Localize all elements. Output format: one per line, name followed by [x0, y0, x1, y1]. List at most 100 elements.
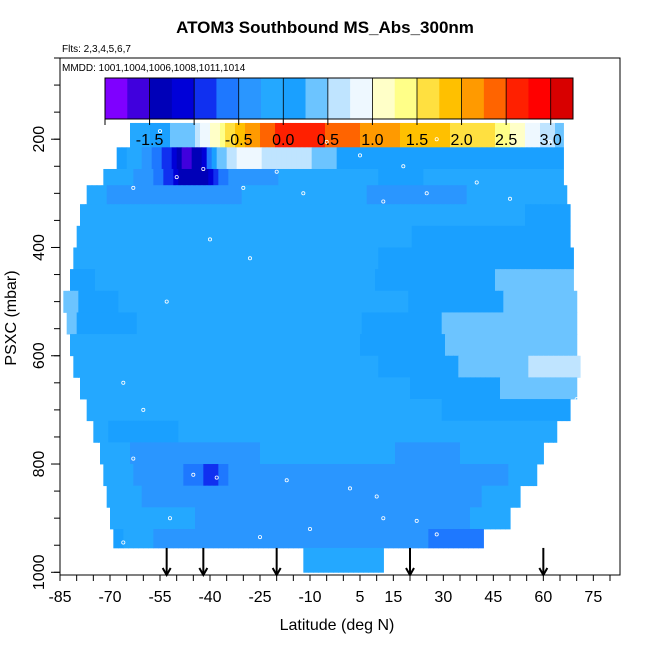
heat-cell [505, 122, 511, 148]
heat-cell [383, 168, 389, 186]
heat-cell [358, 290, 364, 313]
heat-cell [326, 147, 333, 170]
heat-cell [358, 547, 364, 573]
heat-cell [123, 247, 129, 270]
heat-cell [356, 147, 363, 170]
heat-cell [540, 334, 546, 357]
heat-cell [296, 485, 303, 508]
plot-frame [59, 57, 621, 576]
heat-cell [378, 420, 384, 443]
heat-cell [546, 312, 553, 335]
heat-cell [466, 485, 473, 508]
heat-cell [206, 185, 213, 205]
heat-cell [516, 312, 523, 335]
heat-cell [448, 168, 454, 186]
heat-cell [340, 204, 346, 227]
heat-cell [140, 122, 146, 148]
heat-cell [241, 185, 248, 205]
flight-marker [191, 472, 196, 477]
heat-cell [376, 399, 383, 422]
heat-cell [158, 168, 164, 186]
heat-cell [91, 399, 98, 422]
heat-cell [575, 377, 578, 400]
heat-cell [343, 547, 349, 573]
heat-cell [93, 290, 99, 313]
heat-cell [141, 399, 148, 422]
heat-cell [66, 312, 73, 335]
heat-cell [136, 147, 143, 170]
heat-cell [473, 355, 479, 378]
heat-cell [225, 334, 231, 357]
heat-cell [175, 377, 181, 400]
heat-cell [208, 355, 214, 378]
heat-cell [165, 269, 171, 292]
heat-cell [365, 122, 371, 148]
flight-marker [381, 199, 386, 204]
heat-cell [503, 290, 509, 313]
heat-cell [516, 147, 523, 170]
heat-cell [251, 312, 258, 335]
heat-cell [230, 204, 236, 227]
heat-cell [198, 247, 204, 270]
heat-cell [80, 334, 86, 357]
heat-cell [513, 247, 519, 270]
heat-cell [360, 122, 366, 148]
x-tick-label: 5 [356, 589, 365, 606]
heat-cell [320, 269, 326, 292]
heat-cell [376, 225, 383, 248]
heat-cell [328, 247, 334, 270]
heat-cell [173, 464, 179, 487]
heat-cell [208, 290, 214, 313]
heat-cell [520, 204, 526, 227]
heat-cell [381, 485, 388, 508]
heat-cell [231, 147, 238, 170]
heat-cell [308, 464, 314, 487]
heat-cell [505, 334, 511, 357]
heat-cell [116, 225, 123, 248]
heat-cell [533, 290, 539, 313]
heat-cell [268, 247, 274, 270]
heat-cell [91, 312, 98, 335]
heat-cell [545, 269, 551, 292]
heat-cell [451, 185, 458, 205]
heat-cell [288, 247, 294, 270]
heat-cell [325, 377, 331, 400]
heat-cell [353, 168, 359, 186]
heat-cell [453, 247, 459, 270]
heat-cell [433, 290, 439, 313]
heat-cell [398, 290, 404, 313]
heat-cell [530, 377, 536, 400]
heat-cell [233, 355, 239, 378]
heat-cell [508, 290, 514, 313]
heat-cell [238, 290, 244, 313]
heat-cell [181, 312, 188, 335]
heat-cell [83, 355, 89, 378]
heat-cell [561, 399, 568, 422]
heat-cell [270, 377, 276, 400]
heat-cell [326, 225, 333, 248]
heat-cell [425, 377, 431, 400]
heat-cell [310, 269, 316, 292]
heat-cell [253, 247, 259, 270]
heat-cell [330, 334, 336, 357]
heat-cell [153, 168, 159, 186]
heat-cell [151, 185, 158, 205]
heat-cell [323, 355, 329, 378]
heat-cell [220, 334, 226, 357]
heat-cell [206, 147, 213, 170]
heat-cell [276, 185, 283, 205]
heat-cell [303, 168, 309, 186]
heat-cell [385, 377, 391, 400]
heat-cell [465, 334, 471, 357]
heat-cell [260, 507, 266, 530]
heat-cell [425, 334, 431, 357]
heat-cell [313, 464, 319, 487]
heat-cell [375, 507, 381, 530]
x-tick-label: 75 [584, 589, 602, 606]
heat-cell [543, 290, 549, 313]
heat-cell [390, 377, 396, 400]
heat-cell [441, 185, 448, 205]
heat-cell [355, 122, 361, 148]
heat-cell [515, 269, 521, 292]
heat-cell [213, 355, 219, 378]
